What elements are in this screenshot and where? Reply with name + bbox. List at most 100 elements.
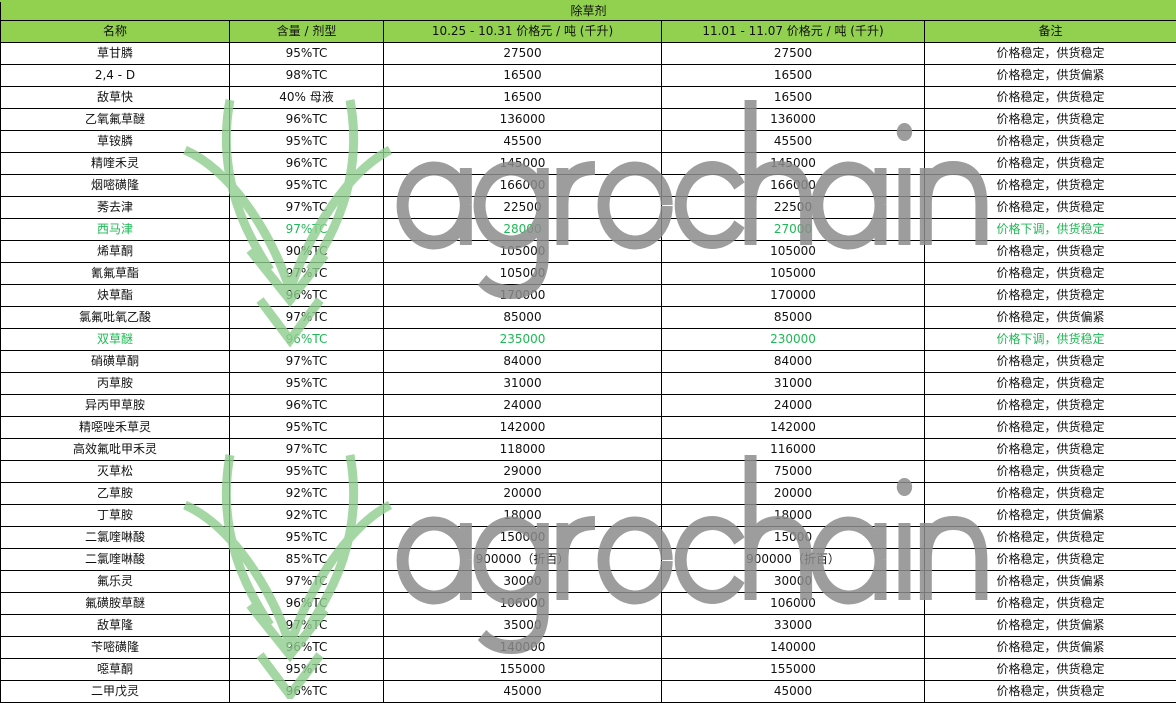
cell-note: 价格稳定，供货稳定 — [925, 131, 1176, 153]
cell-note: 价格稳定，供货稳定 — [925, 417, 1176, 439]
cell-price-curr: 15000 — [662, 527, 925, 549]
cell-price-curr: 142000 — [662, 417, 925, 439]
cell-name: 敌草快 — [1, 87, 230, 109]
cell-name: 二氯喹啉酸 — [1, 549, 230, 571]
cell-name: 乙氧氟草醚 — [1, 109, 230, 131]
cell-name: 乙草胺 — [1, 483, 230, 505]
cell-price-curr: 45500 — [662, 131, 925, 153]
cell-price-curr: 22500 — [662, 197, 925, 219]
cell-price-curr: 116000 — [662, 439, 925, 461]
cell-price-prev: 170000 — [384, 285, 662, 307]
cell-note: 价格稳定，供货稳定 — [925, 461, 1176, 483]
cell-name: 精喹禾灵 — [1, 153, 230, 175]
table-title-row: 除草剂 — [1, 1, 1176, 21]
cell-name: 烟嘧磺隆 — [1, 175, 230, 197]
cell-price-curr: 145000 — [662, 153, 925, 175]
cell-note: 价格稳定，供货稳定 — [925, 373, 1176, 395]
cell-price-curr: 105000 — [662, 263, 925, 285]
cell-name: 氟乐灵 — [1, 571, 230, 593]
cell-spec: 97%TC — [230, 197, 384, 219]
cell-name: 苄嘧磺隆 — [1, 637, 230, 659]
cell-spec: 92%TC — [230, 505, 384, 527]
cell-price-prev: 140000 — [384, 637, 662, 659]
cell-price-curr: 31000 — [662, 373, 925, 395]
header-name: 名称 — [1, 21, 230, 43]
cell-price-prev: 155000 — [384, 659, 662, 681]
cell-name: 氯氟吡氧乙酸 — [1, 307, 230, 329]
cell-price-curr: 30000 — [662, 571, 925, 593]
cell-spec: 95%TC — [230, 417, 384, 439]
cell-price-prev: 45000 — [384, 681, 662, 703]
cell-note: 价格下调，供货稳定 — [925, 219, 1176, 241]
cell-name: 草铵膦 — [1, 131, 230, 153]
cell-spec: 96%TC — [230, 593, 384, 615]
cell-spec: 85%TC — [230, 549, 384, 571]
cell-spec: 90%TC — [230, 241, 384, 263]
cell-price-curr: 27000 — [662, 219, 925, 241]
cell-note: 价格稳定，供货稳定 — [925, 109, 1176, 131]
cell-spec: 96%TC — [230, 153, 384, 175]
cell-spec: 96%TC — [230, 637, 384, 659]
cell-price-prev: 24000 — [384, 395, 662, 417]
cell-note: 价格稳定，供货稳定 — [925, 681, 1176, 703]
cell-price-prev: 18000 — [384, 505, 662, 527]
cell-price-prev: 106000 — [384, 593, 662, 615]
cell-price-curr: 20000 — [662, 483, 925, 505]
cell-note: 价格稳定，供货稳定 — [925, 175, 1176, 197]
cell-name: 灭草松 — [1, 461, 230, 483]
cell-spec: 97%TC — [230, 219, 384, 241]
cell-spec: 97%TC — [230, 351, 384, 373]
cell-spec: 96%TC — [230, 109, 384, 131]
cell-name: 二氯喹啉酸 — [1, 527, 230, 549]
cell-spec: 95%TC — [230, 659, 384, 681]
cell-note: 价格稳定，供货偏紧 — [925, 505, 1176, 527]
cell-name: 氰氟草酯 — [1, 263, 230, 285]
cell-name: 烯草酮 — [1, 241, 230, 263]
cell-spec: 98%TC — [230, 65, 384, 87]
cell-price-curr: 27500 — [662, 43, 925, 65]
cell-note: 价格稳定，供货稳定 — [925, 153, 1176, 175]
cell-price-prev: 900000（折百） — [384, 549, 662, 571]
cell-price-curr: 85000 — [662, 307, 925, 329]
cell-price-prev: 150000 — [384, 527, 662, 549]
cell-spec: 95%TC — [230, 527, 384, 549]
cell-spec: 97%TC — [230, 439, 384, 461]
cell-name: 西马津 — [1, 219, 230, 241]
header-spec: 含量 / 剂型 — [230, 21, 384, 43]
cell-name: 敌草隆 — [1, 615, 230, 637]
cell-spec: 95%TC — [230, 373, 384, 395]
cell-note: 价格稳定，供货稳定 — [925, 527, 1176, 549]
cell-note: 价格稳定，供货偏紧 — [925, 65, 1176, 87]
cell-price-prev: 235000 — [384, 329, 662, 351]
cell-price-prev: 27500 — [384, 43, 662, 65]
cell-spec: 95%TC — [230, 43, 384, 65]
cell-name: 二甲戊灵 — [1, 681, 230, 703]
cell-spec: 96%TC — [230, 395, 384, 417]
cell-price-curr: 105000 — [662, 241, 925, 263]
cell-name: 氟磺胺草醚 — [1, 593, 230, 615]
table-header-row: 名称 含量 / 剂型 10.25 - 10.31 价格元 / 吨 (千升) 11… — [1, 21, 1176, 43]
cell-name: 草甘膦 — [1, 43, 230, 65]
cell-price-prev: 84000 — [384, 351, 662, 373]
cell-price-curr: 16500 — [662, 65, 925, 87]
cell-price-prev: 31000 — [384, 373, 662, 395]
cell-price-curr: 18000 — [662, 505, 925, 527]
cell-price-curr: 170000 — [662, 285, 925, 307]
cell-spec: 96%TC — [230, 285, 384, 307]
cell-note: 价格稳定，供货偏紧 — [925, 307, 1176, 329]
